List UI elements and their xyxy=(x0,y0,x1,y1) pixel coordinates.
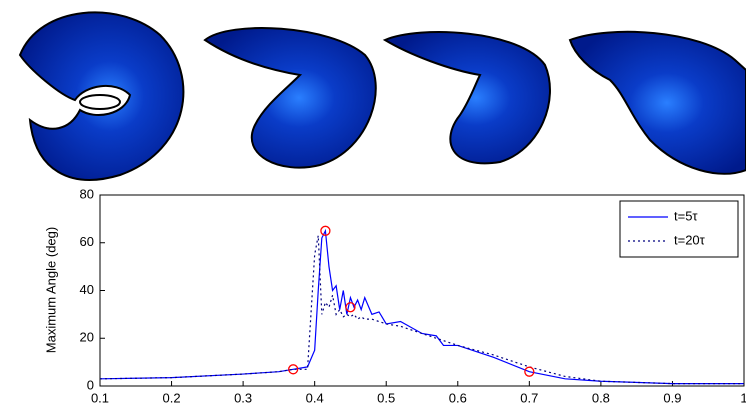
marker xyxy=(288,364,299,375)
legend-label: t=5τ xyxy=(674,208,698,223)
x-tick-label: 0.3 xyxy=(234,390,252,405)
shape-images xyxy=(18,11,746,181)
series-line xyxy=(99,235,744,385)
x-tick-label: 0.8 xyxy=(592,390,610,405)
shape-3 xyxy=(382,31,551,165)
x-tick-label: 0.5 xyxy=(377,390,395,405)
y-tick-label: 0 xyxy=(87,377,94,392)
y-axis-label: Maximum Angle (deg) xyxy=(43,227,58,353)
marker xyxy=(524,366,535,377)
series-line xyxy=(99,228,744,385)
x-tick-label: 0.7 xyxy=(520,390,538,405)
x-tick-label: 0.4 xyxy=(306,390,324,405)
shape-1 xyxy=(18,11,185,181)
y-tick-label: 40 xyxy=(80,282,94,297)
x-tick-label: 1 xyxy=(740,390,746,405)
x-tick-label: 0.1 xyxy=(91,390,109,405)
y-tick-label: 20 xyxy=(80,330,94,345)
shape-1-hole xyxy=(79,94,121,110)
x-tick-label: 0.2 xyxy=(163,390,181,405)
legend-box xyxy=(619,200,739,258)
marker xyxy=(320,225,331,236)
y-tick-label: 60 xyxy=(80,234,94,249)
legend: t=5τ t=20τ xyxy=(619,200,739,258)
shape-2 xyxy=(203,27,377,169)
shape-4 xyxy=(568,30,746,175)
marker xyxy=(345,302,356,313)
legend-label: t=20τ xyxy=(674,232,706,247)
x-tick-label: 0.9 xyxy=(663,390,681,405)
y-tick-label: 80 xyxy=(80,186,94,201)
x-tick-label: 0.6 xyxy=(449,390,467,405)
